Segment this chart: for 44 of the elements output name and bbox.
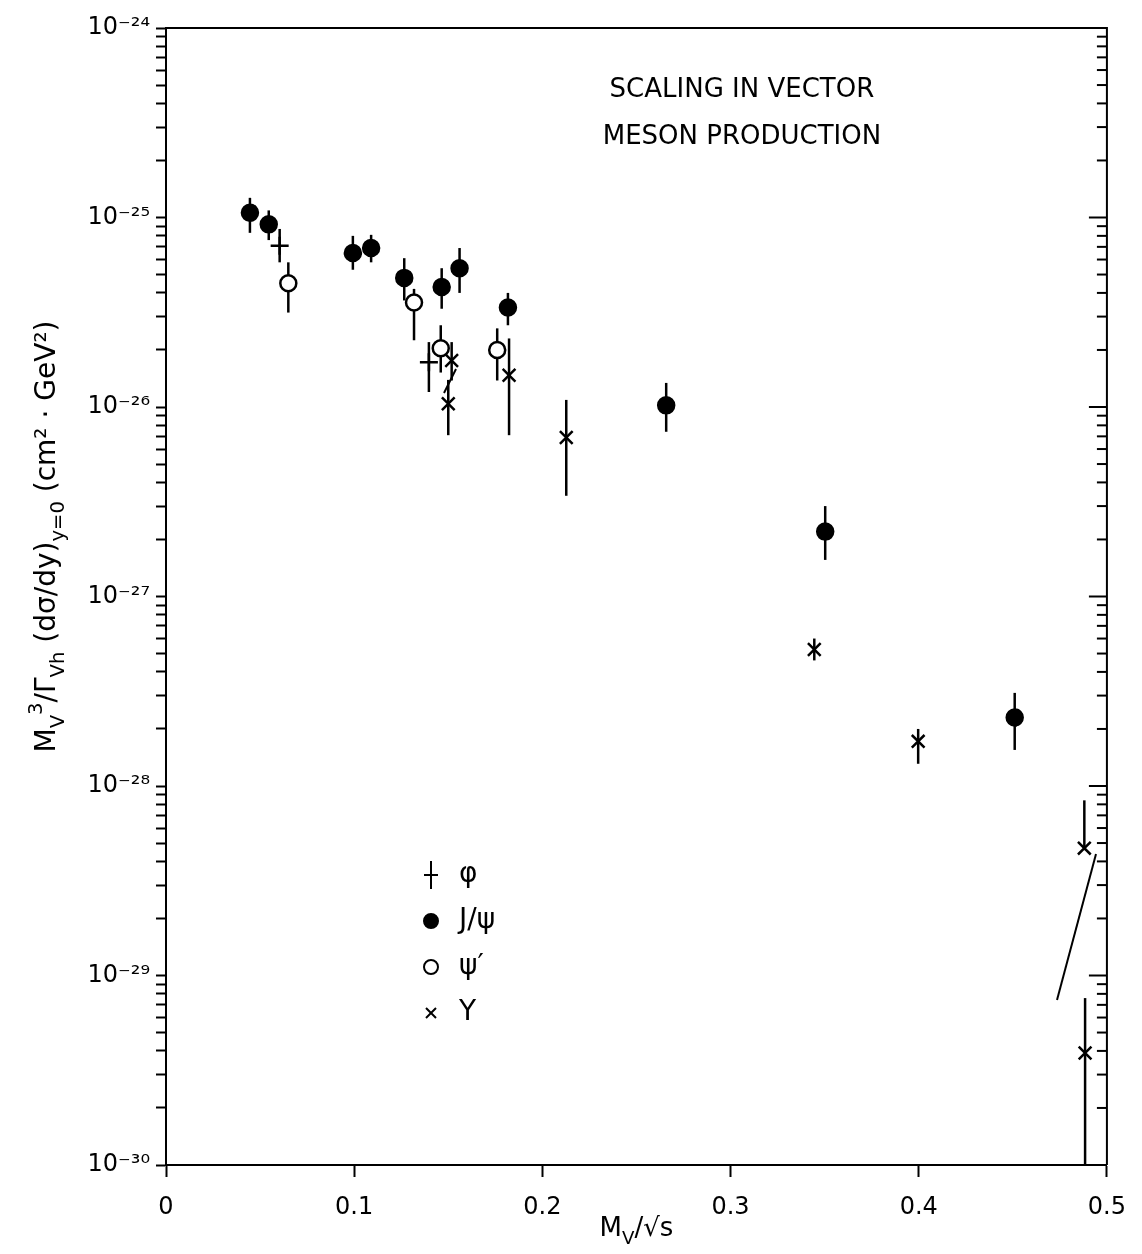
point [1077,1045,1093,1061]
point [279,273,298,293]
point [440,396,456,412]
y-tick-label: 10⁻²⁷ [87,580,150,609]
y-tick-label: 10⁻³⁰ [87,1149,150,1178]
legend-label: J/ψ [457,902,496,936]
x-tick-label: 0.5 [1087,1191,1126,1220]
y-tick-label: 10⁻²⁴ [87,12,150,41]
point [343,243,363,263]
point [1005,708,1024,727]
point [444,352,460,369]
y-tick-label: 10⁻²⁹ [87,959,150,988]
point [815,522,835,541]
point [418,352,440,373]
point [431,339,450,358]
point [404,293,424,312]
x-tick-label: 0.1 [335,1191,374,1220]
point [432,277,451,297]
legend-label: Υ [458,994,477,1028]
y-axis-title: MV3/ΓVh (dσ/dy)y=0 (cm² · GeV²) [23,320,70,753]
point [269,235,290,256]
point [498,298,518,317]
point [450,258,469,278]
y-tick-label: 10⁻²⁸ [87,770,150,799]
point [1076,840,1092,856]
legend-label: ψ′ [459,948,484,982]
point [501,367,517,383]
point [259,215,278,234]
point [361,238,381,258]
x-tick-label: 0 [158,1191,174,1220]
point [656,396,676,415]
point [487,340,507,360]
x-tick-label: 0.3 [711,1191,750,1220]
point [558,429,574,446]
point [394,268,414,288]
x-tick-label: 0.2 [523,1191,562,1220]
y-tick-label: 10⁻²⁶ [87,391,150,420]
point [806,641,822,658]
x-tick-label: 0.4 [899,1191,938,1220]
point [240,203,260,222]
y-tick-label: 10⁻²⁵ [87,201,150,230]
point [910,733,926,749]
legend-label: φ [459,856,478,890]
text: SCALING IN VECTOR MESON PRODUCTION [602,72,882,150]
